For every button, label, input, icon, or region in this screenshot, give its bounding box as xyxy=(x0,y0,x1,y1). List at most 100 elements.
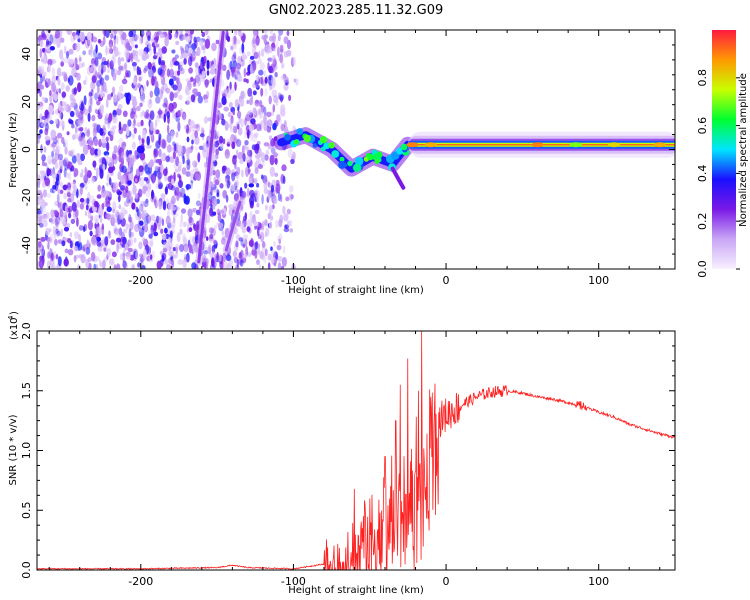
noise-dot xyxy=(121,143,125,150)
noise-dot xyxy=(131,133,135,140)
noise-dot xyxy=(189,120,195,129)
main-band-spot xyxy=(406,142,419,148)
noise-dot xyxy=(108,166,114,174)
noise-dot xyxy=(147,99,153,109)
noise-dot xyxy=(112,201,117,212)
y-tick-label: 40 xyxy=(20,47,33,61)
noise-dot xyxy=(190,145,194,150)
noise-dot xyxy=(38,101,44,110)
noise-dot xyxy=(188,56,193,67)
noise-dot xyxy=(103,247,107,252)
x-tick-label: 0 xyxy=(443,575,450,588)
noise-dot xyxy=(200,127,205,135)
noise-dot xyxy=(280,75,286,81)
noise-dot xyxy=(283,76,289,83)
noise-dot xyxy=(266,111,272,118)
noise-dot xyxy=(188,126,192,133)
noise-dot xyxy=(122,254,125,263)
noise-dot xyxy=(221,230,225,236)
noise-dot xyxy=(192,166,197,172)
noise-dot xyxy=(58,102,61,112)
noise-dot xyxy=(116,242,119,253)
noise-dot xyxy=(263,106,267,117)
noise-dot xyxy=(222,189,228,199)
noise-dot xyxy=(126,92,132,102)
noise-dot xyxy=(254,99,260,107)
noise-dot xyxy=(116,107,122,116)
noise-dot xyxy=(292,151,296,161)
noise-dot xyxy=(170,130,175,140)
noise-dot xyxy=(209,207,214,217)
noise-dot xyxy=(57,76,61,86)
noise-dot xyxy=(235,174,240,180)
noise-dot xyxy=(225,148,230,156)
noise-dot xyxy=(134,223,140,233)
noise-dot xyxy=(68,150,74,157)
noise-dot xyxy=(67,161,73,170)
noise-dot xyxy=(134,150,138,157)
noise-dot xyxy=(146,214,152,224)
noise-dot xyxy=(244,182,248,189)
noise-dot xyxy=(92,127,97,138)
noise-dot xyxy=(135,206,139,213)
noise-dot xyxy=(151,250,156,259)
noise-dot xyxy=(38,259,44,269)
noise-dot xyxy=(148,240,153,247)
noise-dot xyxy=(139,102,143,108)
noise-dot xyxy=(237,74,243,83)
noise-dot xyxy=(247,166,251,175)
noise-dot xyxy=(123,75,127,81)
noise-dot xyxy=(139,220,144,226)
noise-dot xyxy=(90,63,96,74)
noise-dot xyxy=(73,167,79,177)
noise-dot xyxy=(125,255,132,260)
noise-dot xyxy=(39,192,43,201)
noise-dot xyxy=(254,190,258,196)
noise-dot xyxy=(65,206,68,216)
noise-dot xyxy=(41,214,47,224)
noise-dot xyxy=(101,188,107,198)
noise-dot xyxy=(60,215,66,225)
noise-dot xyxy=(281,256,287,267)
noise-dot xyxy=(196,46,201,57)
transition-blob xyxy=(293,139,299,145)
transition-blob xyxy=(319,136,328,144)
noise-dot xyxy=(55,228,61,238)
noise-dot xyxy=(253,161,260,167)
noise-dot xyxy=(151,189,154,200)
noise-dot xyxy=(107,191,113,198)
noise-dot xyxy=(174,54,179,59)
noise-dot xyxy=(84,75,88,86)
noise-dot xyxy=(142,185,147,195)
colorbar-gradient xyxy=(712,30,736,269)
noise-dot xyxy=(178,180,183,188)
y-tick-label: 1.5 xyxy=(20,382,33,400)
noise-dot xyxy=(191,262,197,269)
noise-dot xyxy=(49,90,52,97)
noise-dot xyxy=(91,57,96,66)
noise-dot xyxy=(65,85,70,92)
noise-dot xyxy=(54,118,59,125)
main-band-spot xyxy=(653,142,666,148)
noise-dot xyxy=(229,60,233,70)
noise-dot xyxy=(85,258,90,269)
noise-dot xyxy=(64,139,68,148)
noise-dot xyxy=(41,154,46,162)
noise-dot xyxy=(179,228,183,235)
noise-dot xyxy=(142,237,146,243)
noise-dot xyxy=(212,205,216,210)
noise-dot xyxy=(119,212,123,220)
colorbar-tick-label: 0.2 xyxy=(696,212,709,230)
noise-dot xyxy=(157,110,163,115)
noise-dot xyxy=(76,188,79,199)
noise-dot xyxy=(135,50,139,57)
noise-dot xyxy=(39,129,43,134)
noise-dot xyxy=(108,43,113,54)
noise-dot xyxy=(254,81,260,89)
noise-dot xyxy=(237,110,242,119)
noise-dot xyxy=(89,230,93,237)
noise-dot xyxy=(130,52,134,63)
noise-dot xyxy=(61,240,66,247)
noise-dot xyxy=(203,262,207,269)
noise-dot xyxy=(68,205,73,213)
